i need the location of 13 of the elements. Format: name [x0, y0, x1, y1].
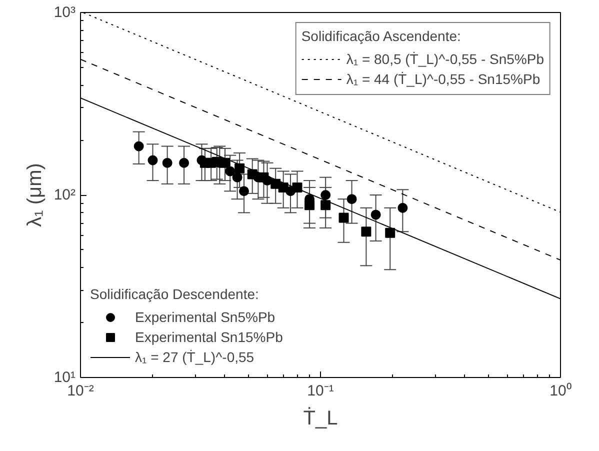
- y-tick-label: 10²: [54, 186, 76, 204]
- x-axis-title: Ṫ_L: [303, 406, 338, 430]
- legend-title: Solidificação Descendente:: [90, 286, 260, 302]
- x-tick-label: 10⁰: [550, 382, 572, 400]
- x-tick-label: 10⁻¹: [307, 382, 334, 400]
- legend-label: Experimental Sn15%Pb: [135, 329, 283, 345]
- y-tick-label: 10³: [54, 4, 76, 21]
- legend-label: Experimental Sn5%Pb: [135, 309, 276, 325]
- legend-label: λ₁ = 44 (Ṫ_L)^-0,55 - Sn15%Pb: [346, 71, 540, 87]
- legend-label: λ₁ = 27 (Ṫ_L)^-0,55: [135, 349, 254, 365]
- y-axis-title: λ₁ (μm): [24, 163, 46, 227]
- legend-label: λ₁ = 80,5 (Ṫ_L)^-0,55 - Sn5%Pb: [346, 51, 544, 67]
- annotation: Solidificação Ascendente:: [301, 28, 462, 44]
